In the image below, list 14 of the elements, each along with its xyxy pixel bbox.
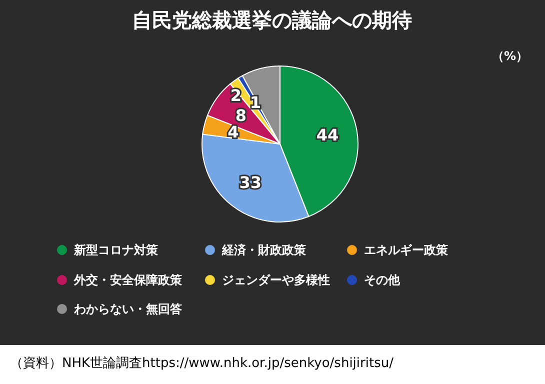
legend-label: ジェンダーや多様性	[222, 273, 330, 288]
legend-label: その他	[364, 273, 401, 288]
chart-title: 自民党総裁選挙の議論への期待	[132, 8, 412, 32]
data-label: 4	[228, 122, 239, 142]
legend-label: わからない・無回答	[73, 302, 183, 316]
data-label: 44	[316, 126, 339, 145]
legend-label: エネルギー政策	[364, 243, 449, 258]
data-label: 8	[235, 106, 246, 126]
text: （資料）NHK世論調査https://www.nhk.or.jp/senkyo/shijiritsu/	[10, 356, 394, 371]
legend-label: 新型コロナ対策	[73, 243, 159, 258]
legend-label: 外交・安全保障政策	[73, 273, 183, 288]
text: （%）	[492, 49, 528, 63]
legend-label: 経済・財政政策	[221, 243, 307, 258]
data-label: 33	[239, 172, 262, 192]
